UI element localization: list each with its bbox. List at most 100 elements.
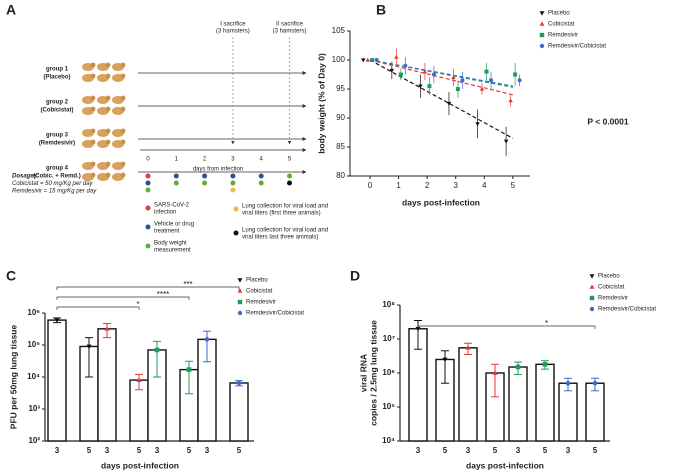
marker bbox=[446, 101, 452, 106]
hamster-head bbox=[90, 161, 96, 167]
group-label: group 2 bbox=[46, 100, 69, 106]
y-tick-label: 85 bbox=[336, 142, 345, 151]
hamster-head bbox=[90, 128, 96, 134]
marker bbox=[589, 284, 595, 289]
x-axis-title: days post-infection bbox=[466, 460, 544, 470]
marker bbox=[455, 87, 460, 91]
x-tick-label: 5 bbox=[443, 446, 448, 455]
marker bbox=[589, 306, 595, 312]
marker bbox=[515, 364, 521, 370]
marker bbox=[237, 299, 243, 305]
hamster-head bbox=[120, 95, 126, 101]
legend-label: Remdesivir bbox=[598, 296, 628, 302]
marker bbox=[475, 122, 480, 127]
dosage-text: Dosages: bbox=[12, 174, 39, 180]
marker bbox=[489, 78, 494, 83]
hamster-head bbox=[120, 161, 126, 167]
significance-bracket bbox=[56, 306, 140, 310]
timeline-tick: 2 bbox=[203, 157, 207, 163]
legend-label: Placebo bbox=[598, 274, 620, 280]
schedule-dot bbox=[202, 173, 208, 179]
dosage-text: Remdesivir = 15 mg/Kg per day bbox=[12, 189, 97, 195]
marker bbox=[398, 72, 403, 77]
y-tick-label: 10⁶ bbox=[27, 308, 40, 317]
y-tick-label: 10⁸ bbox=[382, 300, 395, 309]
hamster-head bbox=[90, 62, 96, 68]
legend-label: Remdesivir/Cobicistat bbox=[548, 44, 606, 50]
sacrifice-label: I sacrifice bbox=[220, 22, 246, 28]
bar bbox=[47, 319, 67, 442]
marker bbox=[394, 54, 399, 59]
hamster-head bbox=[105, 128, 111, 134]
marker bbox=[431, 72, 436, 77]
marker bbox=[403, 63, 408, 68]
sacrifice-label: (3 hamsters) bbox=[216, 29, 250, 35]
legend-text: Lung collection for viral load and bbox=[242, 204, 328, 210]
hamster-head bbox=[120, 128, 126, 134]
y-tick-label: 10⁵ bbox=[382, 402, 395, 411]
x-tick-label: 5 bbox=[493, 446, 498, 455]
hamster-head bbox=[105, 172, 111, 178]
dosage-text: Cobicistat = 50 mg/Kg per day bbox=[12, 181, 94, 187]
marker bbox=[513, 72, 518, 77]
x-tick-label: 4 bbox=[482, 181, 487, 190]
marker bbox=[479, 86, 485, 91]
y-tick-label: 10³ bbox=[28, 404, 40, 413]
hamster-head bbox=[90, 172, 96, 178]
x-axis-title: days post-infection bbox=[101, 460, 179, 470]
marker bbox=[589, 295, 595, 301]
timeline-tick: 4 bbox=[260, 157, 264, 163]
schedule-dot bbox=[230, 173, 236, 179]
y-tick-label: 95 bbox=[336, 84, 345, 93]
group-label: (Cobicistat) bbox=[41, 108, 74, 114]
hamster-head bbox=[105, 73, 111, 79]
marker bbox=[539, 21, 545, 26]
schedule-dot bbox=[173, 180, 179, 186]
legend-text: Lung collection for viral load and bbox=[242, 228, 328, 234]
marker bbox=[86, 344, 92, 350]
marker bbox=[460, 78, 465, 83]
timeline-tick: 5 bbox=[288, 157, 292, 163]
legend-dot bbox=[233, 230, 239, 236]
legend-dot bbox=[145, 205, 151, 211]
marker bbox=[186, 367, 192, 372]
marker bbox=[592, 380, 598, 386]
marker bbox=[361, 58, 366, 63]
schedule-dot bbox=[230, 180, 236, 186]
y-tick-label: 10⁴ bbox=[382, 436, 395, 445]
hamster-head bbox=[120, 62, 126, 68]
x-tick-label: 0 bbox=[368, 181, 373, 190]
x-tick-label: 3 bbox=[55, 446, 60, 455]
hamster-head bbox=[90, 73, 96, 79]
legend-label: Remdesivir/Cobicistat bbox=[246, 311, 304, 317]
legend-label: Remdesivir bbox=[246, 300, 276, 306]
legend-dot bbox=[145, 224, 151, 230]
bar bbox=[558, 382, 578, 442]
legend-text: treatment bbox=[154, 229, 180, 235]
schedule-dot bbox=[145, 187, 151, 193]
hamster-head bbox=[105, 62, 111, 68]
legend-text: Vehicle or drug bbox=[154, 222, 194, 228]
legend-label: Cobicistat bbox=[598, 285, 625, 291]
y-axis-title: PFU per 50mg lung tissue bbox=[8, 325, 18, 430]
x-tick-label: 5 bbox=[237, 446, 242, 455]
schedule-dot bbox=[202, 180, 208, 186]
hamster-head bbox=[105, 161, 111, 167]
marker bbox=[465, 345, 471, 350]
schedule-dot bbox=[287, 180, 292, 186]
legend-label: Remdesivir bbox=[548, 33, 578, 39]
marker bbox=[542, 362, 548, 367]
significance-label: **** bbox=[157, 290, 169, 299]
marker bbox=[374, 58, 379, 62]
hamster-head bbox=[120, 172, 126, 178]
significance-label: *** bbox=[183, 280, 192, 289]
marker bbox=[451, 75, 456, 79]
bar bbox=[508, 366, 528, 442]
annotation: P < 0.0001 bbox=[587, 116, 628, 126]
y-tick-label: 10⁴ bbox=[27, 372, 40, 381]
legend-text: infection bbox=[154, 210, 176, 216]
schedule-dot bbox=[258, 173, 264, 179]
marker bbox=[154, 347, 160, 353]
timeline-tick: 3 bbox=[231, 157, 235, 163]
group-label: group 1 bbox=[46, 67, 69, 73]
